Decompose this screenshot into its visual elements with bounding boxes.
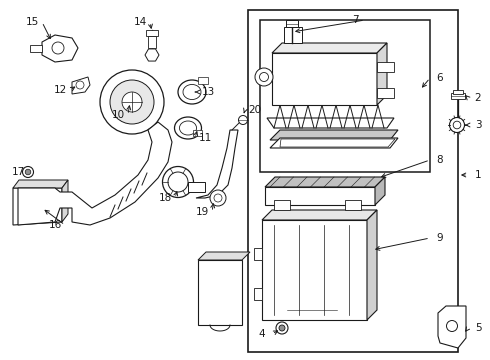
Polygon shape (375, 177, 385, 205)
Text: 19: 19 (196, 207, 209, 217)
Polygon shape (42, 35, 78, 62)
Polygon shape (145, 49, 159, 61)
Circle shape (163, 166, 194, 198)
Text: 8: 8 (437, 155, 443, 165)
Bar (453, 90, 463, 94)
Polygon shape (198, 252, 250, 260)
Text: 14: 14 (133, 17, 147, 27)
Polygon shape (274, 200, 290, 210)
Polygon shape (438, 306, 466, 348)
Polygon shape (254, 248, 262, 260)
Circle shape (122, 92, 142, 112)
Text: 5: 5 (475, 323, 481, 333)
Circle shape (52, 42, 64, 54)
Text: 15: 15 (25, 17, 39, 27)
Circle shape (100, 70, 164, 134)
Polygon shape (62, 180, 68, 222)
Circle shape (446, 320, 458, 332)
Bar (286, 20, 298, 27)
Bar (193, 130, 202, 136)
Polygon shape (198, 260, 242, 325)
Polygon shape (72, 77, 90, 94)
Polygon shape (272, 43, 387, 53)
Bar (146, 30, 158, 36)
Circle shape (110, 80, 154, 124)
Polygon shape (265, 187, 375, 205)
Polygon shape (284, 27, 302, 43)
Circle shape (239, 116, 247, 125)
Polygon shape (262, 220, 367, 320)
Text: 11: 11 (198, 133, 212, 143)
Polygon shape (196, 130, 238, 198)
Polygon shape (262, 210, 377, 220)
Circle shape (23, 166, 33, 177)
Text: 12: 12 (53, 85, 67, 95)
Circle shape (279, 325, 285, 331)
Polygon shape (30, 45, 42, 52)
Bar (260, 20, 430, 172)
Text: 2: 2 (475, 93, 481, 103)
Text: 18: 18 (158, 193, 172, 203)
Text: 17: 17 (11, 167, 24, 177)
Polygon shape (272, 53, 377, 105)
Text: 16: 16 (49, 220, 62, 230)
Text: 10: 10 (111, 110, 124, 120)
Circle shape (260, 72, 269, 81)
Text: 4: 4 (259, 329, 265, 339)
Bar (451, 93, 465, 99)
Polygon shape (377, 88, 394, 98)
Polygon shape (377, 43, 387, 105)
Circle shape (214, 194, 222, 202)
Circle shape (453, 121, 461, 129)
Text: 6: 6 (437, 73, 443, 83)
Text: 20: 20 (248, 105, 262, 115)
Polygon shape (270, 130, 398, 140)
Text: 13: 13 (201, 87, 215, 97)
Circle shape (276, 322, 288, 334)
Polygon shape (254, 288, 262, 300)
Polygon shape (13, 180, 68, 188)
Circle shape (168, 172, 188, 192)
Polygon shape (188, 182, 205, 192)
Polygon shape (265, 177, 385, 187)
Bar (198, 77, 208, 84)
Text: 3: 3 (475, 120, 481, 130)
Bar (248, 10, 458, 352)
Polygon shape (377, 62, 394, 72)
Polygon shape (367, 210, 377, 320)
Circle shape (76, 81, 84, 89)
Polygon shape (18, 122, 172, 225)
Circle shape (449, 117, 465, 132)
Circle shape (210, 190, 226, 206)
Polygon shape (13, 188, 62, 225)
Polygon shape (267, 118, 394, 128)
Polygon shape (345, 200, 361, 210)
Text: 1: 1 (475, 170, 481, 180)
Circle shape (255, 68, 273, 86)
Polygon shape (270, 138, 398, 148)
Text: 9: 9 (437, 233, 443, 243)
Text: 7: 7 (352, 15, 358, 25)
Circle shape (25, 169, 31, 175)
Bar (148, 36, 156, 48)
